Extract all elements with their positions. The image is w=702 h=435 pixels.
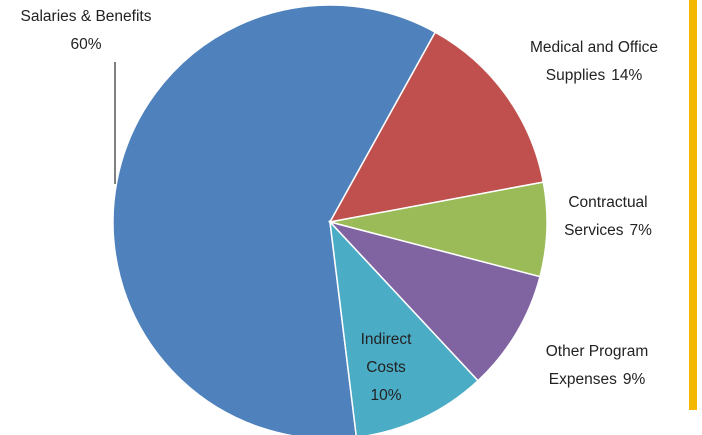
slice-label: Indirect Costs 10%	[350, 326, 422, 410]
side-bar	[689, 0, 697, 410]
pie-slice	[327, 220, 541, 382]
category-name: Other Program Expenses	[545, 343, 649, 388]
slice-label: Other Program Expenses 9%	[530, 338, 664, 394]
value-label: 7%	[629, 222, 652, 239]
slice-label: Medical and Office Supplies 14%	[518, 34, 670, 90]
value-label: 60%	[70, 36, 102, 53]
category-name: Contractual Services	[564, 194, 648, 239]
slice-label: Contractual Services 7%	[556, 189, 660, 245]
pie-slice	[328, 219, 480, 435]
category-name: Medical and Office Supplies	[529, 39, 659, 84]
category-name: Salaries & Benefits	[20, 8, 152, 25]
value-label: 10%	[370, 387, 402, 404]
value-label: 14%	[611, 67, 643, 84]
category-name: Indirect Costs	[360, 331, 412, 376]
slice-label: Salaries & Benefits 60%	[0, 3, 172, 59]
pie-slice	[112, 4, 437, 435]
pie-slice	[328, 31, 545, 224]
value-label: 9%	[622, 371, 646, 388]
